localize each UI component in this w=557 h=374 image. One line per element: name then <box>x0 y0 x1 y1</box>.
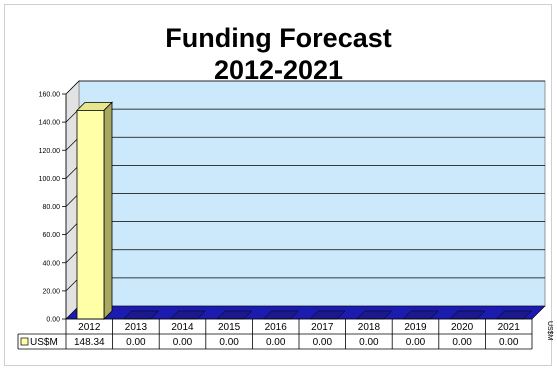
x-category-label: 2013 <box>125 322 148 333</box>
legend-key <box>20 337 29 346</box>
y-tick-label: 140.00 <box>39 120 61 127</box>
x-category-label: 2015 <box>218 322 241 333</box>
plot-area <box>65 80 546 320</box>
y-axis: 0.00 20.00 40.00 60.00 80.00 100.00 120.00 140.… <box>39 92 67 324</box>
table-value: 0.00 <box>359 337 379 348</box>
table-value: 0.00 <box>219 337 239 348</box>
y-tick-label: 100.00 <box>39 176 61 183</box>
y-tick-label: 20.00 <box>42 288 60 295</box>
x-category-label: 2018 <box>358 322 381 333</box>
x-category-label: 2019 <box>404 322 427 333</box>
table-value: 0.00 <box>173 337 193 348</box>
chart-title: Funding Forecast 2012-2021 <box>0 22 557 86</box>
y-axis-label: US$M <box>546 321 553 341</box>
table-value: 148.34 <box>74 337 105 348</box>
x-category-label: 2021 <box>498 322 521 333</box>
table-value: 0.00 <box>313 337 333 348</box>
table-value: 0.00 <box>126 337 146 348</box>
table-value: 0.00 <box>406 337 426 348</box>
y-tick-label: 160.00 <box>39 92 61 99</box>
bar-side <box>103 101 113 320</box>
chart-title-line1: Funding Forecast <box>165 23 392 53</box>
table-value: 0.00 <box>452 337 472 348</box>
x-category-label: 2016 <box>265 322 288 333</box>
y-tick-label: 120.00 <box>39 148 61 155</box>
table-value: 0.00 <box>499 337 519 348</box>
y-tick-label: 0.00 <box>46 317 60 324</box>
bar <box>76 109 105 320</box>
data-table: 2012 2013 2014 2015 2016 2017 2018 2019 2020 2021… <box>17 318 553 350</box>
x-category-label: 2017 <box>311 322 334 333</box>
bars <box>76 101 533 320</box>
x-category-label: 2014 <box>171 322 194 333</box>
y-tick-label: 40.00 <box>42 260 60 267</box>
chart-title-line2: 2012-2021 <box>213 55 344 85</box>
x-category-label: 2012 <box>78 322 101 333</box>
x-category-label: 2020 <box>451 322 474 333</box>
gridline <box>65 80 545 95</box>
series-name: US$M <box>30 337 58 348</box>
table-value: 0.00 <box>266 337 286 348</box>
y-tick-label: 80.00 <box>42 204 60 211</box>
y-tick-label: 60.00 <box>42 232 60 239</box>
